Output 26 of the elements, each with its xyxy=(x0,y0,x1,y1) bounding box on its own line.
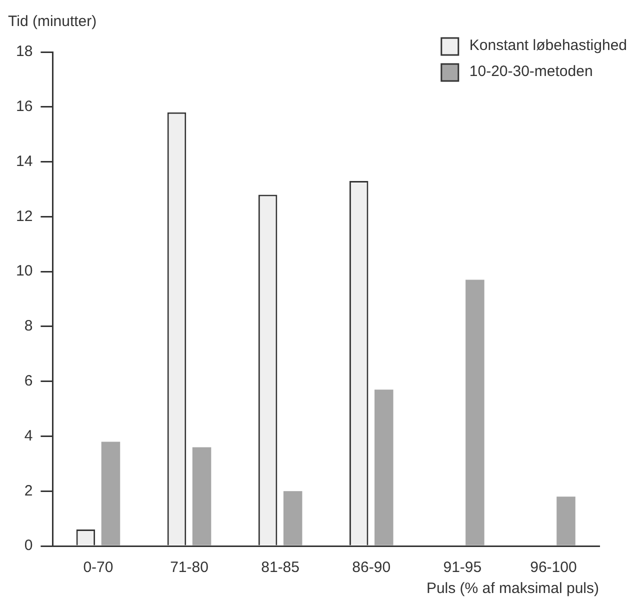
legend-label: 10-20-30-metoden xyxy=(469,63,593,80)
bar xyxy=(101,442,120,546)
y-tick-label: 4 xyxy=(24,427,33,444)
y-tick-label: 0 xyxy=(24,537,33,554)
bar xyxy=(556,496,576,546)
y-tick-label: 8 xyxy=(24,318,33,335)
bar xyxy=(374,390,394,546)
bar xyxy=(466,280,484,546)
bar xyxy=(283,491,302,546)
y-tick-label: 14 xyxy=(16,152,33,170)
x-tick-label: 86-90 xyxy=(352,559,391,576)
x-tick-label: 71-80 xyxy=(170,559,208,576)
bar xyxy=(192,447,212,546)
y-tick-label: 2 xyxy=(24,482,33,500)
x-axis-title: Puls (% af maksimal puls) xyxy=(426,580,599,598)
y-tick-label: 16 xyxy=(16,98,33,116)
y-axis-title: Tid (minutter) xyxy=(8,13,97,30)
x-tick-label: 91-95 xyxy=(443,559,482,576)
y-tick-label: 10 xyxy=(16,262,33,280)
legend-label: Konstant løbehastighed xyxy=(469,37,628,54)
y-tick-label: 6 xyxy=(24,372,33,390)
x-tick-label: 0-70 xyxy=(83,559,114,576)
x-tick-label: 81-85 xyxy=(261,559,300,576)
x-tick-label: 96-100 xyxy=(530,559,577,576)
y-tick-label: 18 xyxy=(16,43,33,60)
y-tick-label: 12 xyxy=(16,208,33,225)
